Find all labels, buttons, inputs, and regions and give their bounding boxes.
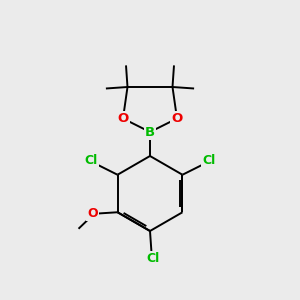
Text: O: O bbox=[117, 112, 129, 125]
Text: Cl: Cl bbox=[202, 154, 215, 167]
Text: B: B bbox=[145, 125, 155, 139]
Text: Cl: Cl bbox=[146, 251, 160, 265]
Text: O: O bbox=[171, 112, 183, 125]
Text: O: O bbox=[87, 207, 98, 220]
Text: Cl: Cl bbox=[85, 154, 98, 167]
